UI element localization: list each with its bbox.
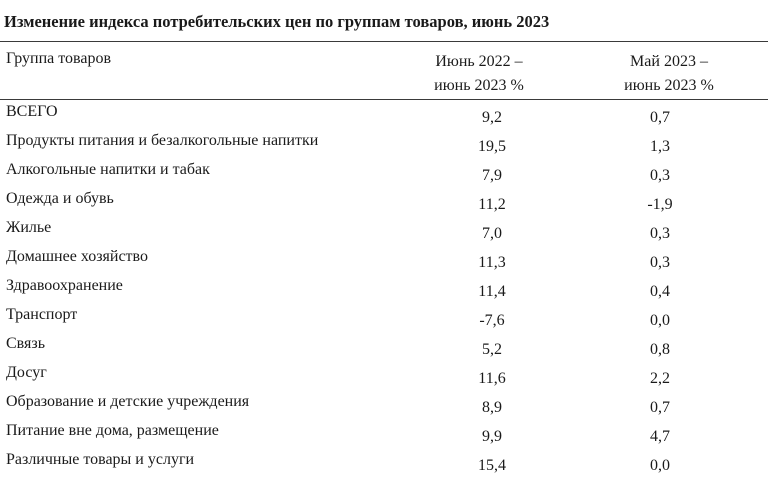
row-mom-value: 4,7 [650,428,670,445]
row-mom-value: 0,3 [650,254,670,271]
row-mom-value: 0,0 [650,457,670,474]
header-bottom-rule [0,99,768,100]
header-top-rule [0,41,768,42]
row-group-name: Различные товары и услуги [6,451,195,468]
row-group-name: ВСЕГО [6,103,58,120]
table-row: ВСЕГО 9,2 0,7 [0,101,768,130]
row-group-name: Образование и детские учреждения [6,393,250,410]
row-yoy-value: 11,3 [478,254,506,271]
table-row: Образование и детские учреждения 8,9 0,7 [0,391,768,420]
row-group-name: Жилье [6,219,52,236]
table-row: Алкогольные напитки и табак 7,9 0,3 [0,159,768,188]
table-row: Одежда и обувь 11,2 -1,9 [0,188,768,217]
row-yoy-value: 7,0 [482,225,502,242]
header-group: Группа товаров [6,50,112,67]
header-col1-line2: июнь 2023 % [434,77,524,94]
row-yoy-value: 19,5 [478,138,506,155]
table-row: Различные товары и услуги 15,4 0,0 [0,449,768,478]
row-yoy-value: 7,9 [482,167,502,184]
row-yoy-value: 9,2 [482,109,502,126]
header-col2-line1: Май 2023 – [630,53,708,70]
row-group-name: Питание вне дома, размещение [6,422,219,439]
table-title: Изменение индекса потребительских цен по… [4,12,550,31]
row-mom-value: 1,3 [650,138,670,155]
row-group-name: Транспорт [6,306,78,323]
row-yoy-value: 11,4 [478,283,506,300]
row-yoy-value: 11,6 [478,370,506,387]
row-group-name: Одежда и обувь [6,190,114,207]
table-row: Жилье 7,0 0,3 [0,217,768,246]
row-mom-value: 0,7 [650,109,670,126]
header-col2-line2: июнь 2023 % [624,77,714,94]
row-yoy-value: 15,4 [478,457,506,474]
table-row: Продукты питания и безалкогольные напитк… [0,130,768,159]
table-row: Домашнее хозяйство 11,3 0,3 [0,246,768,275]
table-row: Транспорт -7,6 0,0 [0,304,768,333]
table-row: Здравоохранение 11,4 0,4 [0,275,768,304]
header-col1-line1: Июнь 2022 – [435,53,523,70]
row-yoy-value: 11,2 [478,196,506,213]
row-mom-value: -1,9 [647,196,673,213]
row-mom-value: 0,7 [650,399,670,416]
table-row: Питание вне дома, размещение 9,9 4,7 [0,420,768,449]
row-mom-value: 0,0 [650,312,670,329]
row-mom-value: 0,8 [650,341,670,358]
table-row: Связь 5,2 0,8 [0,333,768,362]
row-mom-value: 2,2 [650,370,670,387]
row-group-name: Здравоохранение [6,277,123,294]
row-yoy-value: 8,9 [482,399,502,416]
row-group-name: Связь [6,335,45,352]
table-body: ВСЕГО 9,2 0,7 Продукты питания и безалко… [0,101,768,478]
row-mom-value: 0,4 [650,283,670,300]
row-yoy-value: 9,9 [482,428,502,445]
row-group-name: Домашнее хозяйство [6,248,148,265]
row-group-name: Продукты питания и безалкогольные напитк… [6,132,319,149]
table-row: Досуг 11,6 2,2 [0,362,768,391]
row-group-name: Досуг [6,364,47,381]
row-yoy-value: 5,2 [482,341,502,358]
header-month-over-month: Май 2023 – июнь 2023 % [584,50,754,98]
header-year-over-year: Июнь 2022 – июнь 2023 % [394,50,564,98]
row-mom-value: 0,3 [650,225,670,242]
row-group-name: Алкогольные напитки и табак [6,161,210,178]
row-yoy-value: -7,6 [479,312,505,329]
table-header: Группа товаров Июнь 2022 – июнь 2023 % М… [0,41,768,99]
row-mom-value: 0,3 [650,167,670,184]
